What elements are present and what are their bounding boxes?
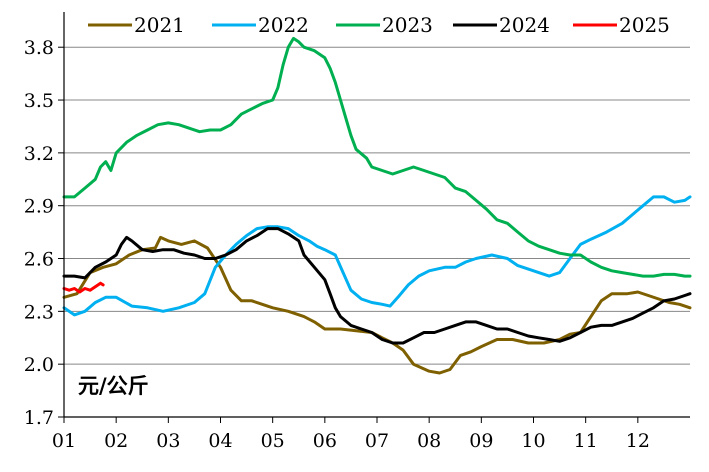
x-tick-label: 07 [365,430,389,452]
series-line-2021 [62,235,692,375]
y-tick-label: 1.7 [24,407,54,429]
y-axis-ticks: 1.7 2.0 2.3 2.6 2.9 3.2 3.5 3.8 [24,37,64,429]
y-tick-label: 2.0 [24,354,54,376]
gridlines [64,46,690,418]
x-tick-label: 01 [52,430,76,452]
x-tick-label: 04 [208,430,232,452]
legend-label-2022: 2022 [258,13,309,37]
series-line-2025 [62,281,105,294]
x-tick-label: 03 [156,430,180,452]
legend-label-2025: 2025 [619,13,670,37]
series-line-2024 [62,227,692,345]
series-line-2022 [62,195,692,317]
series-line-2023 [62,36,692,278]
x-tick-label: 10 [521,430,545,452]
y-tick-label: 2.6 [24,249,54,271]
unit-label: 元/公斤 [78,374,149,398]
legend-label-2023: 2023 [382,13,433,37]
x-tick-label: 08 [417,430,441,452]
x-tick-label: 09 [469,430,493,452]
x-tick-label: 06 [313,430,337,452]
x-tick-label: 02 [104,430,128,452]
axes [63,12,690,418]
legend-label-2021: 2021 [134,13,185,37]
y-tick-label: 3.8 [24,37,54,59]
y-tick-label: 2.9 [24,196,54,218]
x-axis-ticks: 01 02 03 04 05 06 07 08 09 10 11 12 [52,417,650,452]
y-tick-label: 3.5 [24,90,54,112]
y-tick-label: 2.3 [24,301,54,323]
x-tick-label: 12 [626,430,650,452]
legend: 2021 2022 2023 2024 2025 [88,13,670,37]
x-tick-label: 05 [261,430,285,452]
legend-label-2024: 2024 [499,13,550,37]
series-lines [62,36,692,375]
x-tick-label: 11 [574,430,598,452]
y-tick-label: 3.2 [24,143,54,165]
